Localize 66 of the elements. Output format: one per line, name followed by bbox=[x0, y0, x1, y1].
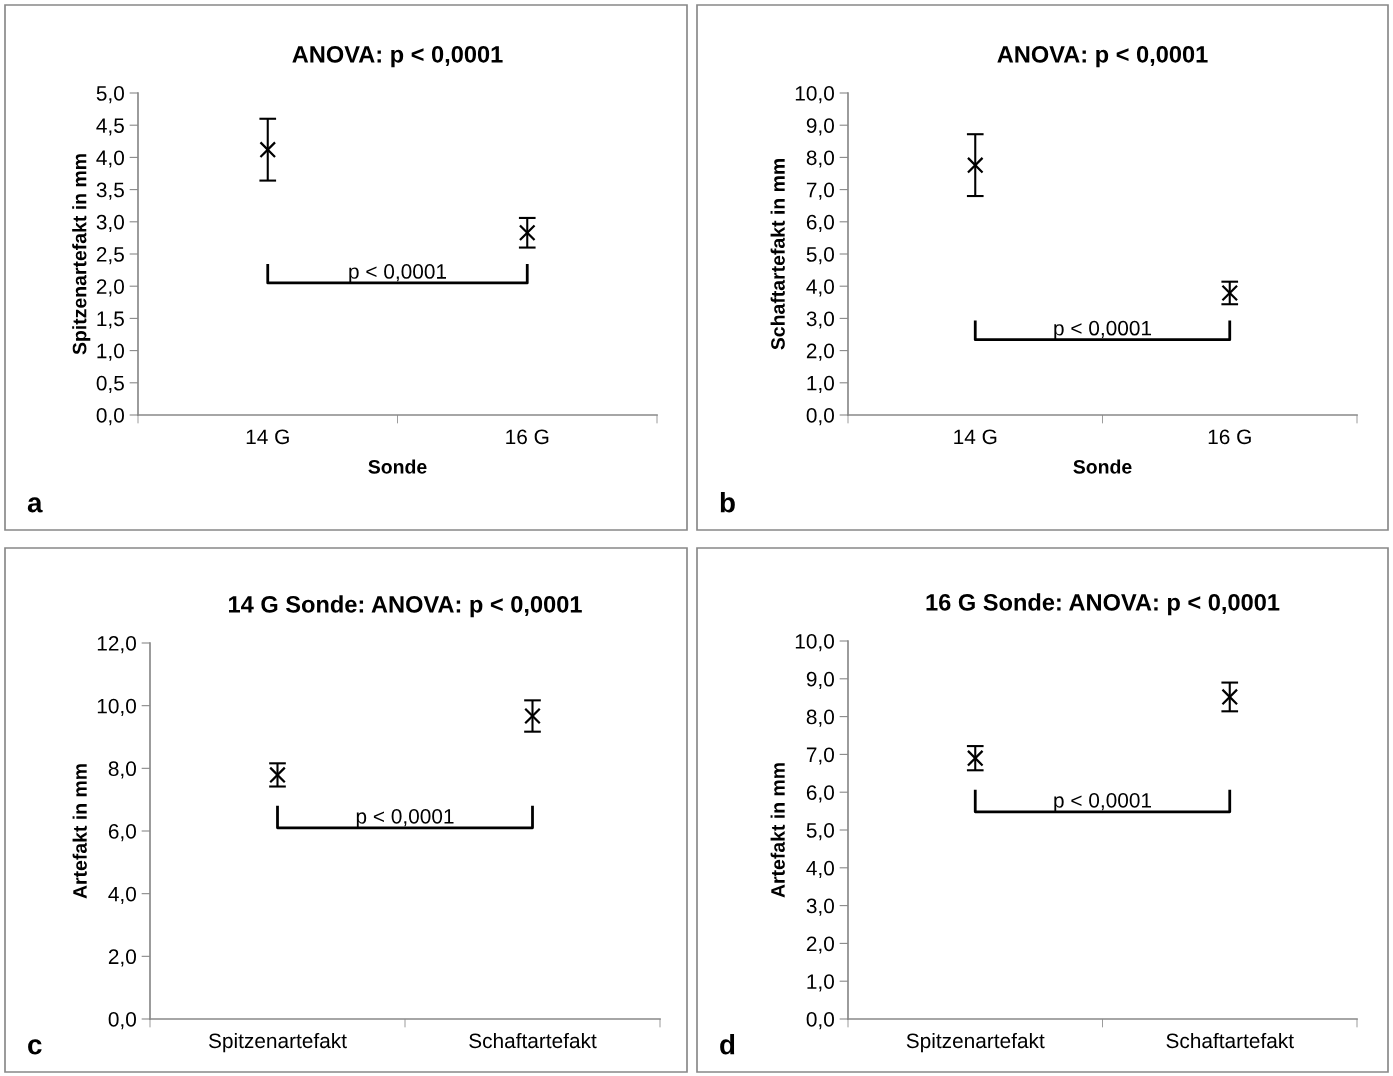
x-tick-label: Spitzenartefakt bbox=[208, 1032, 347, 1053]
y-tick-label: 8,0 bbox=[108, 761, 136, 779]
y-tick-label: 4,0 bbox=[108, 886, 136, 904]
text: c bbox=[28, 1039, 42, 1055]
chart-title: 16 G Sonde: ANOVA: p < 0,0001 bbox=[926, 593, 1280, 616]
text: a bbox=[27, 497, 43, 513]
y-tick-label: 1,0 bbox=[807, 375, 834, 394]
chart-title: ANOVA: p < 0,0001 bbox=[292, 45, 503, 68]
x-tick-label: 16 G bbox=[1208, 429, 1251, 445]
y-axis-title: Spitzenartefakt in mm bbox=[72, 154, 91, 355]
chart-title: ANOVA: p < 0,0001 bbox=[997, 45, 1208, 68]
y-tick-label: 0,0 bbox=[96, 408, 124, 426]
annotation: p < 0,0001 bbox=[356, 809, 454, 828]
y-tick-label: 3,0 bbox=[806, 311, 834, 329]
text: b bbox=[720, 492, 735, 513]
y-tick-label: 3,0 bbox=[806, 898, 834, 916]
x-axis-title: Sonde bbox=[368, 459, 427, 474]
x-axis-title: Sonde bbox=[1073, 459, 1132, 474]
y-tick-label: 0,0 bbox=[806, 408, 834, 426]
y-tick-label: 3,0 bbox=[96, 214, 124, 233]
x-tick-label: 14 G bbox=[954, 429, 997, 445]
y-tick-label: 2,5 bbox=[96, 247, 124, 265]
y-tick-label: 10,0 bbox=[795, 86, 834, 104]
y-tick-label: 5,0 bbox=[96, 86, 124, 104]
y-tick-label: 5,0 bbox=[806, 247, 834, 265]
chart-title: 14 G Sonde: ANOVA: p < 0,0001 bbox=[229, 595, 582, 618]
annotation: p < 0,0001 bbox=[349, 264, 447, 283]
y-tick-label: 2,0 bbox=[96, 279, 124, 297]
y-tick-label: 4,0 bbox=[806, 279, 834, 297]
y-tick-label: 2,0 bbox=[108, 949, 136, 967]
y-axis-title: Schaftartefakt in mm bbox=[770, 159, 785, 350]
y-tick-label: 0,5 bbox=[96, 375, 124, 394]
y-tick-label: 1,5 bbox=[97, 311, 124, 329]
y-tick-label: 4,5 bbox=[96, 118, 124, 136]
x-tick-label: Schaftartefakt bbox=[1166, 1032, 1294, 1049]
y-tick-label: 8,0 bbox=[806, 150, 834, 168]
y-tick-label: 4,0 bbox=[806, 860, 834, 879]
annotation: p < 0,0001 bbox=[1054, 320, 1152, 340]
y-tick-label: 6,0 bbox=[108, 824, 136, 842]
y-tick-label: 1,0 bbox=[807, 974, 834, 992]
y-tick-label: 2,0 bbox=[806, 343, 834, 361]
x-tick-label: Spitzenartefakt bbox=[906, 1032, 1045, 1053]
x-tick-label: 16 G bbox=[506, 429, 549, 445]
y-tick-label: 1,0 bbox=[97, 343, 124, 361]
y-tick-label: 12,0 bbox=[97, 636, 136, 654]
y-axis-title: Artefakt in mm bbox=[770, 763, 785, 898]
y-tick-label: 7,0 bbox=[806, 182, 834, 200]
y-tick-label: 6,0 bbox=[806, 214, 834, 233]
y-tick-label: 8,0 bbox=[806, 709, 834, 727]
y-tick-label: 10,0 bbox=[97, 698, 136, 716]
x-tick-label: 14 G bbox=[246, 429, 289, 445]
y-tick-label: 3,5 bbox=[96, 182, 124, 200]
y-tick-label: 10,0 bbox=[795, 634, 834, 652]
y-tick-label: 0,0 bbox=[806, 1012, 834, 1030]
y-tick-label: 5,0 bbox=[806, 823, 834, 841]
y-tick-label: 6,0 bbox=[806, 785, 834, 803]
y-tick-label: 7,0 bbox=[806, 747, 834, 765]
y-tick-label: 4,0 bbox=[96, 150, 124, 168]
y-axis-title: Artefakt in mm bbox=[72, 764, 87, 899]
y-tick-label: 9,0 bbox=[806, 671, 834, 690]
y-tick-label: 9,0 bbox=[806, 118, 834, 136]
text: d bbox=[720, 1034, 735, 1055]
y-tick-label: 2,0 bbox=[806, 936, 834, 954]
annotation: p < 0,0001 bbox=[1054, 792, 1152, 812]
y-tick-label: 0,0 bbox=[108, 1012, 136, 1030]
x-tick-label: Schaftartefakt bbox=[469, 1032, 597, 1049]
